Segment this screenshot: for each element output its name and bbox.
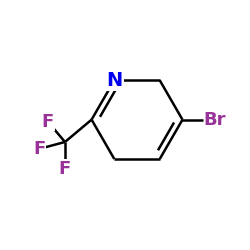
Text: F: F bbox=[33, 140, 45, 158]
Text: F: F bbox=[42, 112, 54, 130]
Text: N: N bbox=[106, 71, 122, 90]
Text: F: F bbox=[59, 160, 71, 178]
Text: Br: Br bbox=[204, 111, 226, 129]
